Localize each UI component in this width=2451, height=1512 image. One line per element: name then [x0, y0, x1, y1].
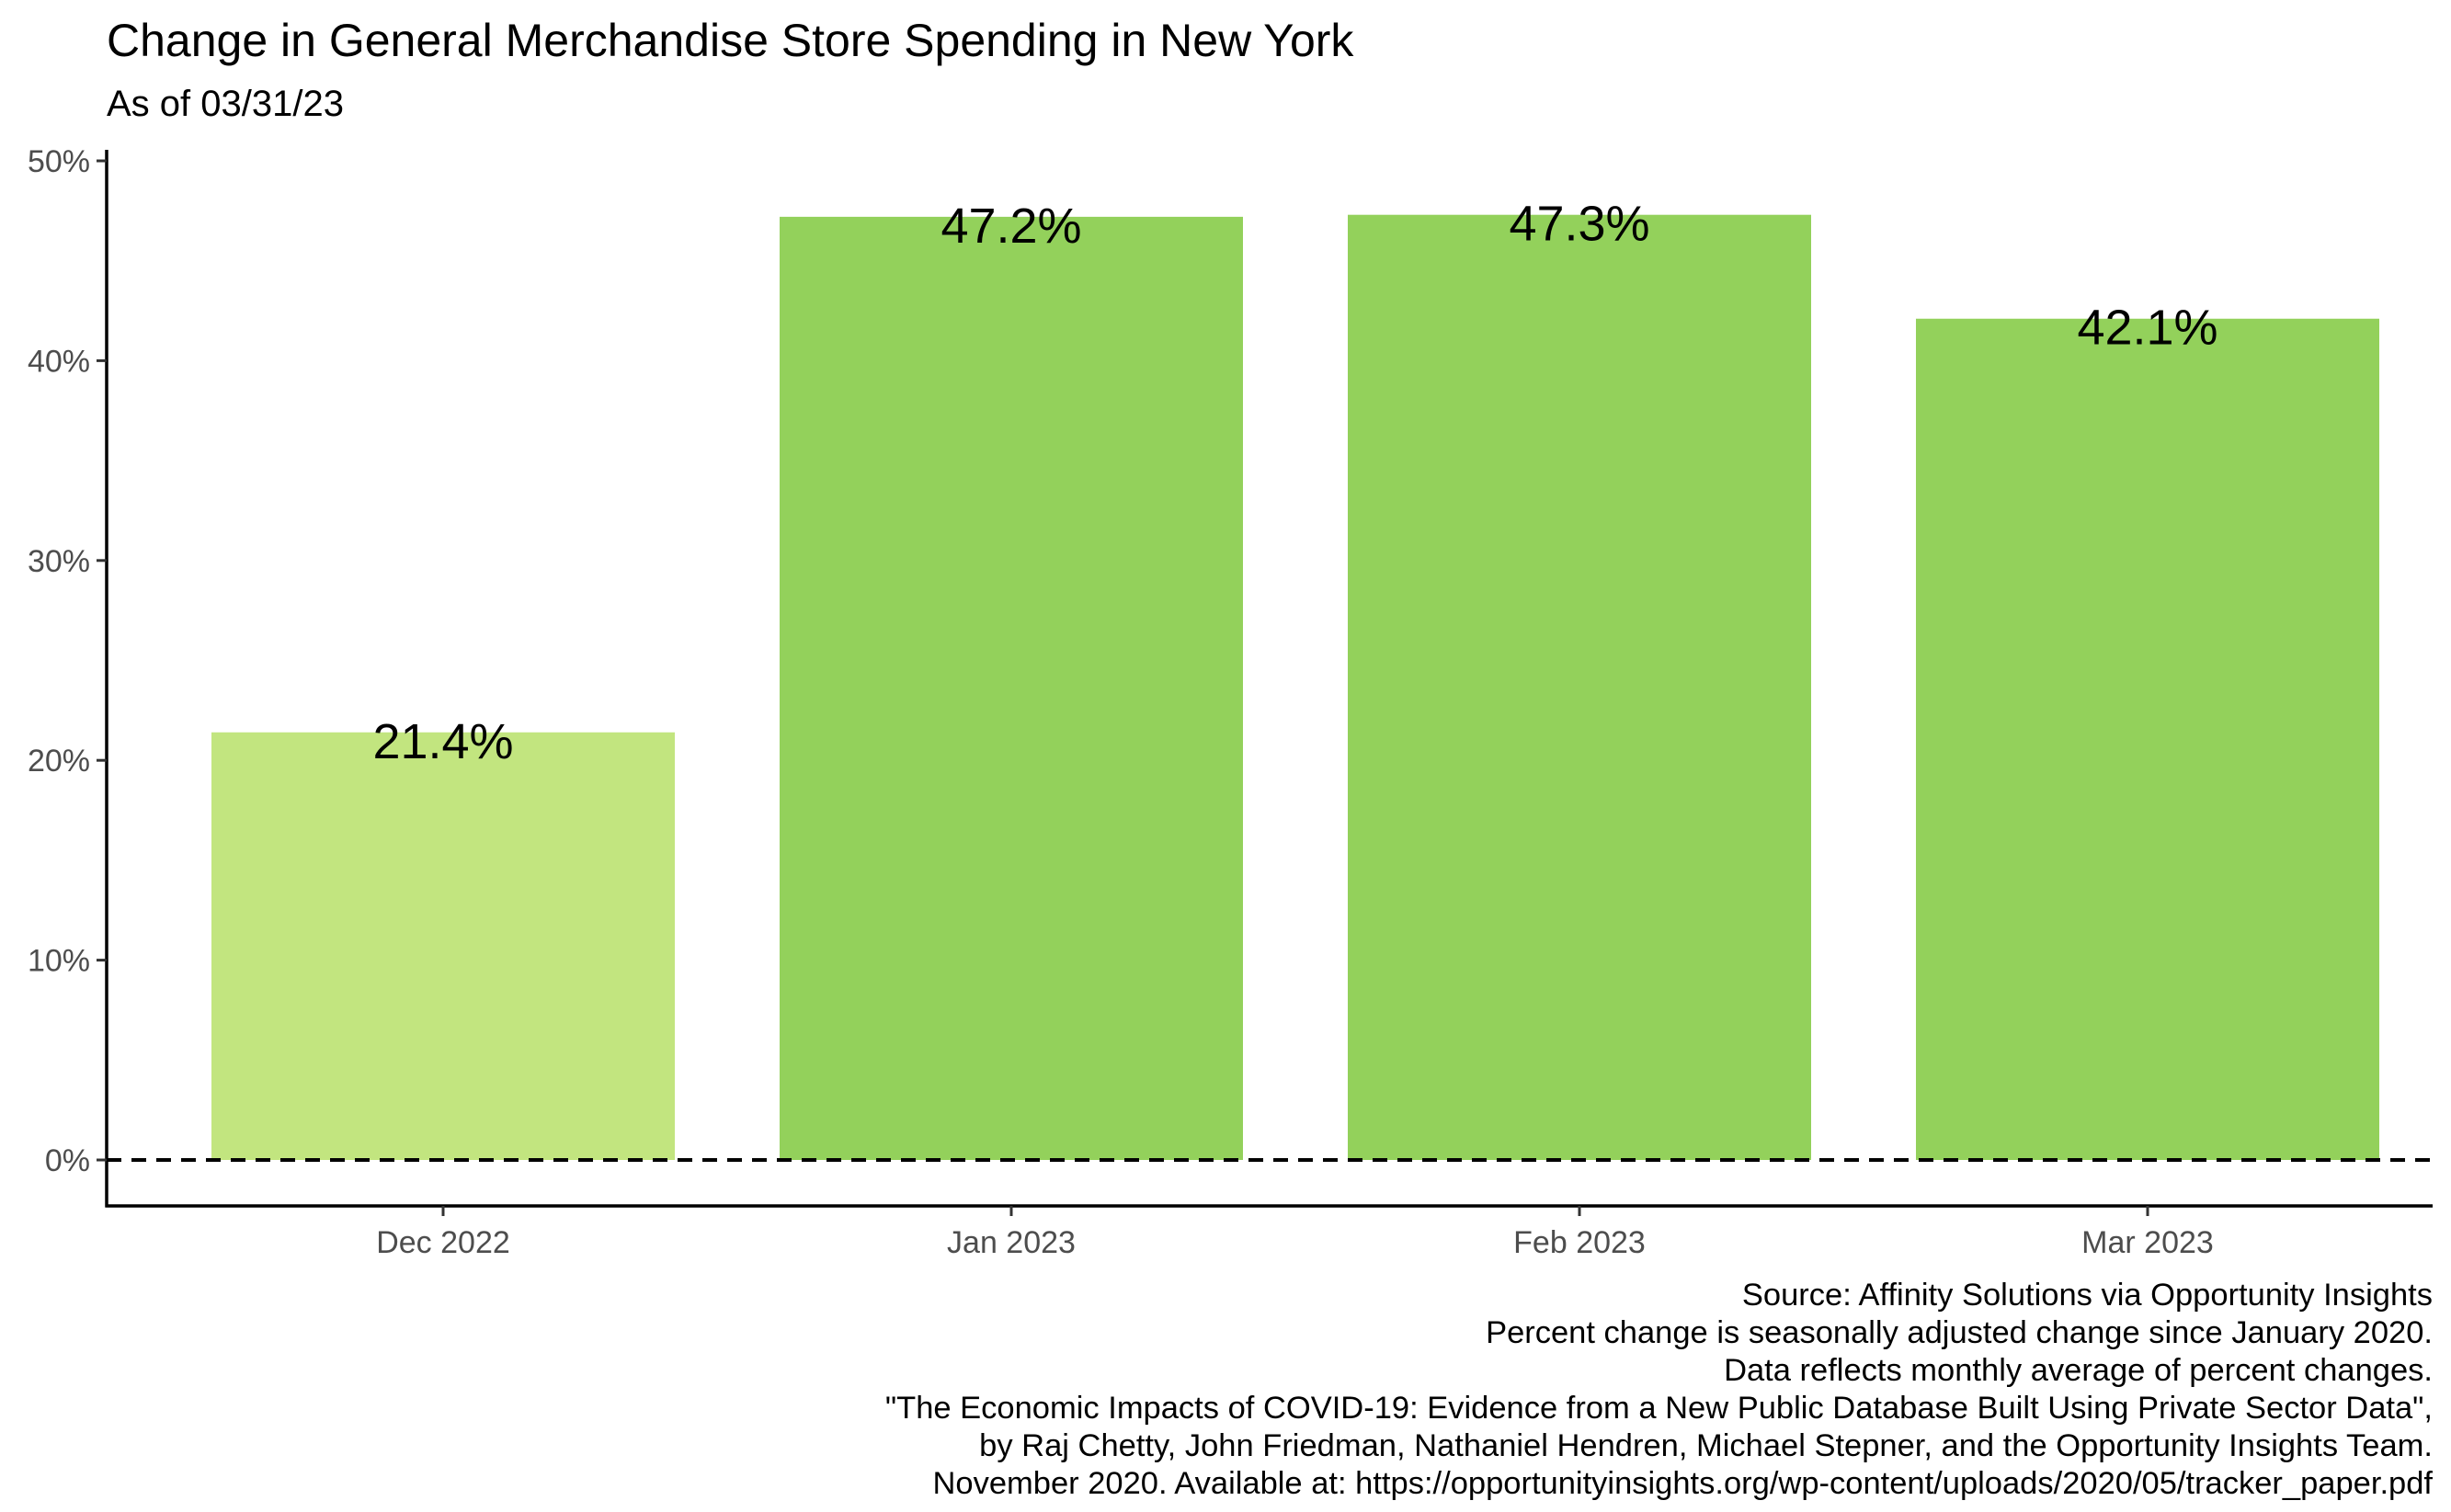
y-tick-label-1: 10% [28, 944, 90, 979]
y-tick-label-2: 20% [28, 744, 90, 779]
bar-0 [211, 732, 675, 1160]
caption-line-0: Source: Affinity Solutions via Opportuni… [1741, 1278, 2433, 1313]
caption-line-1: Percent change is seasonally adjusted ch… [1486, 1315, 2433, 1350]
value-label-1: 47.2% [940, 199, 1081, 254]
caption-line-3: "The Economic Impacts of COVID-19: Evide… [884, 1391, 2433, 1426]
bar-2 [1348, 214, 1811, 1160]
value-labels-layer: 21.4% 47.2% 47.3% 42.1% [372, 197, 2217, 769]
caption-line-4: by Raj Chetty, John Friedman, Nathaniel … [979, 1428, 2433, 1463]
bars-layer [211, 214, 2379, 1161]
y-axis-ticks: 0% 10% 20% 30% 40% 50% [28, 144, 107, 1178]
x-tick-label-2: Feb 2023 [1513, 1225, 1646, 1260]
y-tick-label-5: 50% [28, 144, 90, 179]
value-label-2: 47.3% [1509, 197, 1649, 252]
bar-3 [1916, 318, 2379, 1161]
caption-line-2: Data reflects monthly average of percent… [1724, 1353, 2433, 1388]
y-tick-label-3: 30% [28, 544, 90, 579]
source-caption: Source: Affinity Solutions via Opportuni… [885, 1277, 2433, 1503]
chart-subtitle: As of 03/31/23 [107, 84, 344, 124]
x-tick-label-3: Mar 2023 [2081, 1225, 2214, 1260]
caption-line-5: November 2020. Available at: https://opp… [932, 1466, 2434, 1501]
y-tick-label-0: 0% [45, 1143, 90, 1178]
chart-title: Change in General Merchandise Store Spen… [107, 15, 1354, 66]
value-label-0: 21.4% [372, 714, 513, 769]
y-tick-label-4: 40% [28, 344, 90, 379]
bar-1 [780, 216, 1243, 1161]
x-tick-label-1: Jan 2023 [947, 1225, 1076, 1260]
x-axis-ticks: Dec 2022 Jan 2023 Feb 2023 Mar 2023 [376, 1206, 2214, 1260]
x-tick-label-0: Dec 2022 [376, 1225, 510, 1260]
value-label-3: 42.1% [2077, 301, 2217, 356]
